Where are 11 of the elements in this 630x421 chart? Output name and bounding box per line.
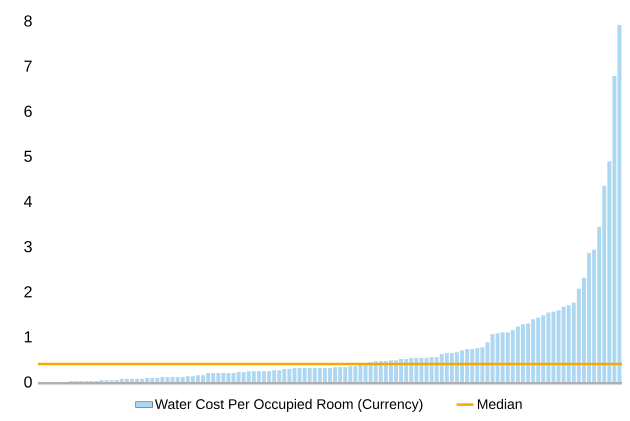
y-tick-label: 1 <box>24 331 32 342</box>
y-tick-label: 2 <box>24 286 32 298</box>
y-tick-label: 0 <box>24 376 32 388</box>
y-tick-label: 3 <box>24 240 32 252</box>
y-tick-label: 4 <box>24 196 32 207</box>
y-tick-label: 7 <box>24 60 32 72</box>
legend-label: Median <box>478 398 522 410</box>
legend-label: Water Cost Per Occupied Room (Currency) <box>154 398 422 412</box>
y-tick-label: 5 <box>24 150 32 162</box>
y-tick-label: 6 <box>24 106 32 117</box>
y-tick-label: 8 <box>24 15 32 27</box>
